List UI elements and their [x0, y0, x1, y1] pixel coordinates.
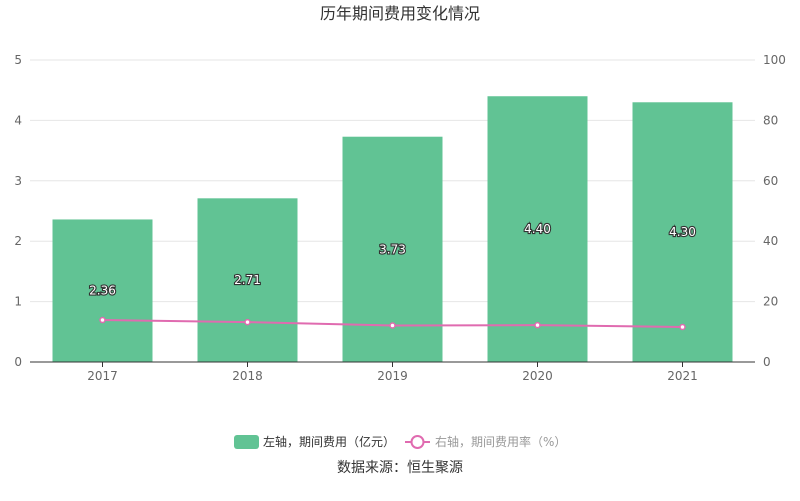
- x-tick-label: 2020: [522, 369, 553, 383]
- y-left-tick-label: 3: [14, 174, 22, 188]
- bar-value-label: 2.36: [89, 284, 116, 298]
- y-left-tick-label: 5: [14, 53, 22, 67]
- bar[interactable]: [52, 219, 153, 362]
- line-point[interactable]: [534, 321, 541, 329]
- legend: 左轴，期间费用（亿元） 右轴，期间费用率（%）: [234, 434, 566, 449]
- y-right-tick-label: 20: [763, 295, 778, 309]
- line-point[interactable]: [679, 323, 686, 331]
- x-axis: 2017 2018 2019 2020 2021: [30, 361, 755, 383]
- x-tick-label: 2018: [232, 369, 263, 383]
- line-point[interactable]: [389, 322, 396, 329]
- legend-item-line[interactable]: 右轴，期间费用率（%）: [405, 434, 566, 449]
- bar[interactable]: [632, 102, 733, 362]
- bar-value-label: 2.71: [234, 273, 261, 287]
- x-tick-label: 2017: [87, 369, 118, 383]
- source-note: 数据来源：恒生聚源: [337, 460, 463, 476]
- bar-value-label: 4.40: [524, 222, 551, 236]
- bar-value-label: 4.30: [669, 225, 696, 239]
- legend-bar-swatch: [234, 435, 259, 449]
- y-left-tick-label: 0: [14, 355, 22, 369]
- chart-title: 历年期间费用变化情况: [320, 4, 480, 23]
- y-left-tick-label: 4: [14, 113, 22, 127]
- x-tick-label: 2021: [667, 369, 698, 383]
- bar-labels: 2.36 2.71 3.73 4.40 4.30: [88, 221, 697, 299]
- bar[interactable]: [487, 96, 588, 363]
- legend-line-label: 右轴，期间费用率（%）: [435, 434, 566, 449]
- y-right-tick-label: 100: [763, 53, 786, 67]
- legend-bar-label: 左轴，期间费用（亿元）: [263, 434, 395, 449]
- line-point[interactable]: [99, 316, 106, 324]
- line-series: [99, 316, 686, 331]
- y-right-tick-label: 0: [763, 355, 771, 369]
- y-right-tick-label: 80: [763, 113, 778, 127]
- bar-value-label: 3.73: [379, 242, 406, 256]
- bar[interactable]: [197, 198, 298, 362]
- y-left-tick-label: 2: [14, 234, 22, 248]
- bar-series: [52, 96, 733, 363]
- y-left-tick-label: 1: [14, 295, 22, 309]
- legend-line-marker: [410, 435, 425, 449]
- legend-item-bar[interactable]: 左轴，期间费用（亿元）: [234, 434, 395, 449]
- line-point[interactable]: [244, 318, 251, 326]
- y-right-tick-label: 40: [763, 234, 778, 248]
- right-axis: 0 20 40 60 80 100: [763, 53, 786, 369]
- left-axis: 0 1 2 3 4 5: [14, 53, 22, 369]
- y-right-tick-label: 60: [763, 174, 778, 188]
- x-tick-label: 2019: [377, 369, 408, 383]
